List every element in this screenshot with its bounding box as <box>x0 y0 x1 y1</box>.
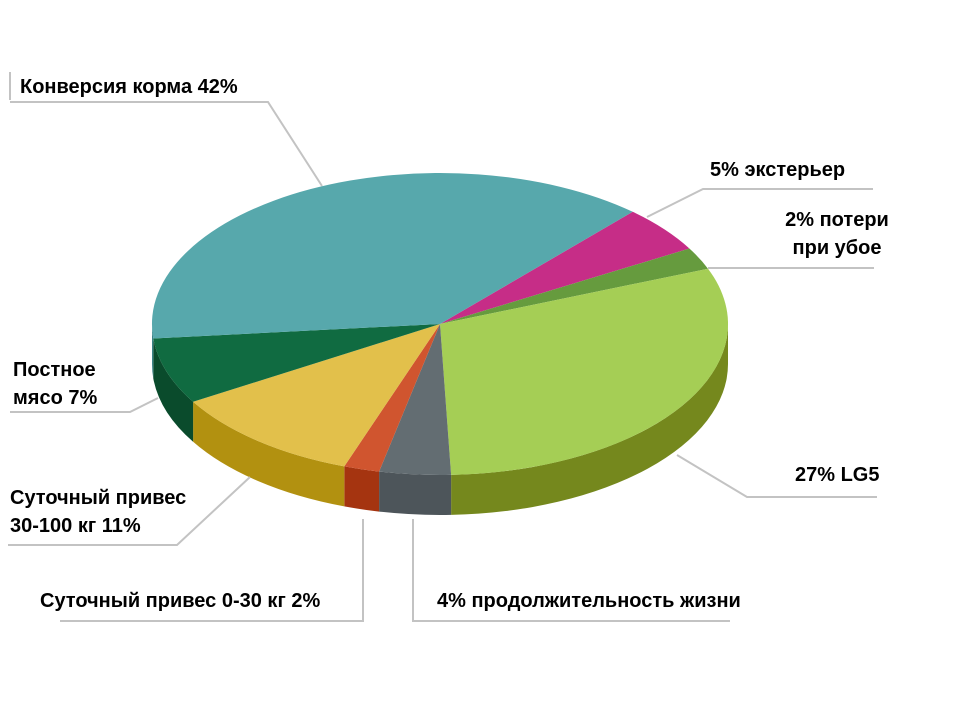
leader-line-feed-conversion <box>10 101 323 187</box>
leader-line-daily-gain-0-30 <box>60 519 364 622</box>
slice-label-lg5: 27% LG5 <box>795 464 880 486</box>
pie-slice-side-longevity <box>379 471 452 516</box>
slice-label-daily-gain-0-30: Суточный привес 0-30 кг 2% <box>40 590 321 612</box>
pie-slice-side-lean-meat <box>153 338 194 442</box>
leader-line-lg5 <box>676 454 877 498</box>
slice-label-exterior: 5% экстерьер <box>710 159 846 181</box>
slice-label-slaughter-losses: 2% потери при убое <box>785 209 889 259</box>
slice-label-longevity: 4% продолжительность жизни <box>437 590 741 612</box>
pie-slice-side-lg5 <box>451 324 728 515</box>
pie-slice-longevity <box>379 324 452 476</box>
pie-slice-lean-meat <box>153 324 441 402</box>
pie-slice-side-daily-gain-0-30 <box>344 466 380 512</box>
leader-line-longevity <box>412 519 730 622</box>
leader-line-daily-gain-30-100 <box>8 476 251 546</box>
pie-slice-side-feed-conversion <box>151 324 154 379</box>
pie-slice-daily-gain-0-30 <box>344 324 440 472</box>
slice-label-daily-gain-30-100: Суточный привес 30-100 кг 11% <box>10 487 187 537</box>
pie-slice-side-daily-gain-30-100 <box>193 401 345 507</box>
leader-line-exterior <box>646 188 873 218</box>
leader-line-lean-meat <box>10 397 159 413</box>
pie-slice-feed-conversion <box>151 173 633 339</box>
pie-slice-lg5 <box>440 268 729 475</box>
pie-slice-daily-gain-30-100 <box>193 324 440 467</box>
pie-slice-slaughter-losses <box>440 248 708 324</box>
slice-label-lean-meat: Постное мясо 7% <box>13 359 98 409</box>
slice-label-feed-conversion: Конверсия корма 42% <box>20 76 238 98</box>
pie-slice-exterior <box>440 211 690 324</box>
